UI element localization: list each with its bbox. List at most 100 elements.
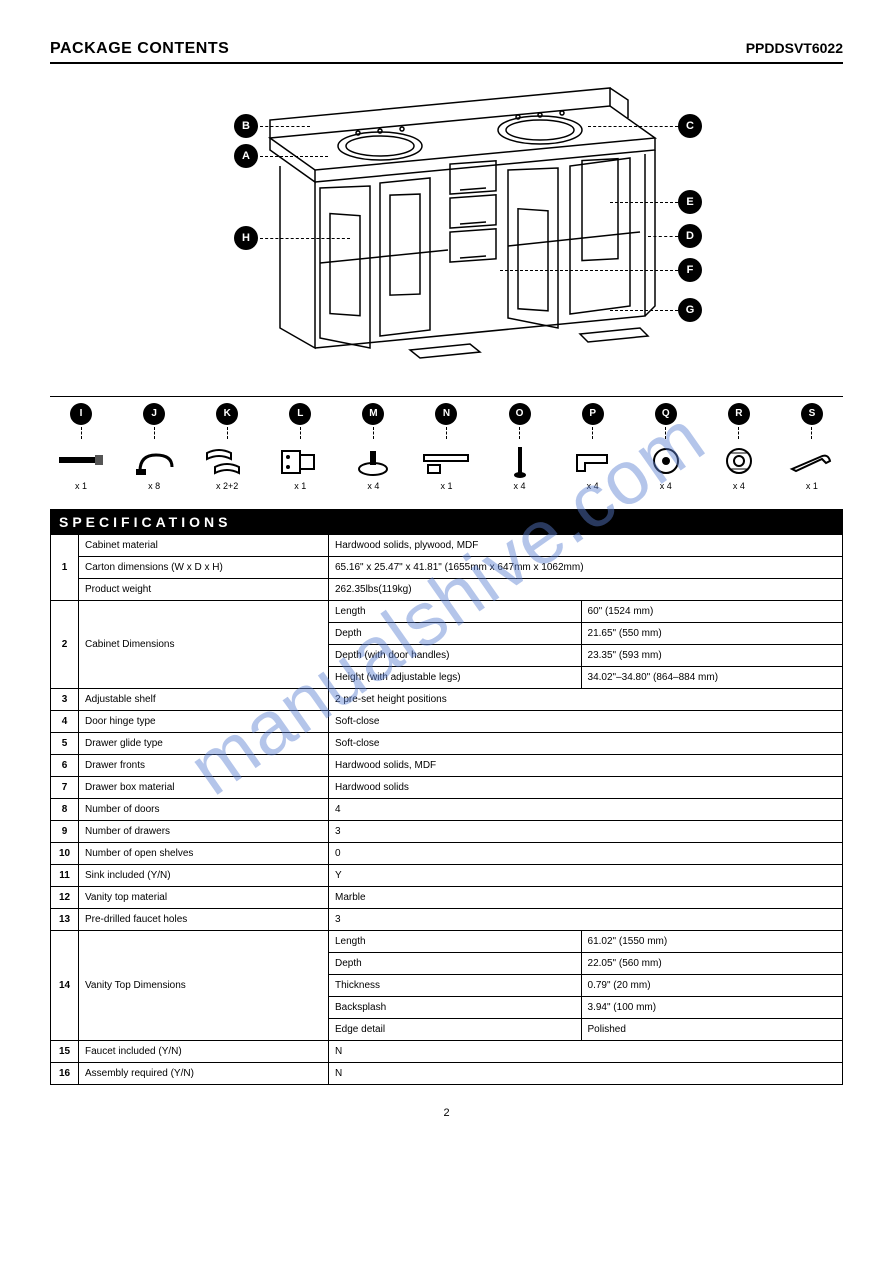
row-sublabel: Backsplash bbox=[329, 997, 582, 1019]
row-number: 15 bbox=[51, 1041, 79, 1063]
row-value: 3 bbox=[329, 909, 843, 931]
table-row: 8Number of doors4 bbox=[51, 799, 843, 821]
row-value: 3 bbox=[329, 821, 843, 843]
table-row: 6Drawer frontsHardwood solids, MDF bbox=[51, 755, 843, 777]
hardware-qty: x 4 bbox=[587, 481, 599, 491]
hardware-qty: x 1 bbox=[806, 481, 818, 491]
table-row: 1Cabinet materialHardwood solids, plywoo… bbox=[51, 535, 843, 557]
row-value: Soft-close bbox=[329, 733, 843, 755]
exploded-diagram: BAHCEDFG bbox=[50, 78, 843, 388]
hardware-row: Ix 1Jx 8Kx 2+2Lx 1Mx 4Nx 1Ox 4Px 4Qx 4Rx… bbox=[50, 396, 843, 491]
row-value: 262.35lbs(119kg) bbox=[329, 579, 843, 601]
row-label: Number of drawers bbox=[79, 821, 329, 843]
row-value: 34.02"–34.80" (864–884 mm) bbox=[581, 667, 842, 689]
hardware-qty: x 1 bbox=[75, 481, 87, 491]
hardware-qty: x 1 bbox=[440, 481, 452, 491]
hardware-icon bbox=[418, 443, 474, 479]
page-header: PACKAGE CONTENTS PPDDSVT6022 bbox=[50, 40, 843, 64]
hardware-item-o: Ox 4 bbox=[489, 403, 551, 491]
hardware-leader bbox=[81, 427, 82, 439]
row-value: 65.16" x 25.47" x 41.81" (1655mm x 647mm… bbox=[329, 557, 843, 579]
row-label: Assembly required (Y/N) bbox=[79, 1063, 329, 1085]
hardware-item-k: Kx 2+2 bbox=[196, 403, 258, 491]
hardware-icon bbox=[784, 443, 840, 479]
hardware-item-r: Rx 4 bbox=[708, 403, 770, 491]
row-label: Number of open shelves bbox=[79, 843, 329, 865]
table-row: 16Assembly required (Y/N)N bbox=[51, 1063, 843, 1085]
row-label: Cabinet material bbox=[79, 535, 329, 557]
row-sublabel: Edge detail bbox=[329, 1019, 582, 1041]
row-value: 0.79" (20 mm) bbox=[581, 975, 842, 997]
callout-line bbox=[588, 126, 678, 127]
callout-c: C bbox=[678, 114, 702, 138]
row-label: Vanity top material bbox=[79, 887, 329, 909]
hardware-qty: x 4 bbox=[660, 481, 672, 491]
hardware-item-m: Mx 4 bbox=[342, 403, 404, 491]
table-row: 9Number of drawers3 bbox=[51, 821, 843, 843]
callout-f: F bbox=[678, 258, 702, 282]
row-value: 2 pre-set height positions bbox=[329, 689, 843, 711]
hardware-label: R bbox=[728, 403, 750, 425]
hardware-leader bbox=[738, 427, 739, 439]
row-number: 2 bbox=[51, 601, 79, 689]
row-number: 12 bbox=[51, 887, 79, 909]
table-row: 15Faucet included (Y/N)N bbox=[51, 1041, 843, 1063]
table-row: 7Drawer box materialHardwood solids bbox=[51, 777, 843, 799]
table-header: SPECIFICATIONS bbox=[51, 510, 843, 535]
row-value: N bbox=[329, 1041, 843, 1063]
table-row: 4Door hinge typeSoft-close bbox=[51, 711, 843, 733]
row-number: 11 bbox=[51, 865, 79, 887]
hardware-leader bbox=[592, 427, 593, 439]
hardware-qty: x 8 bbox=[148, 481, 160, 491]
hardware-label: Q bbox=[655, 403, 677, 425]
row-label: Faucet included (Y/N) bbox=[79, 1041, 329, 1063]
row-number: 3 bbox=[51, 689, 79, 711]
row-value: 23.35" (593 mm) bbox=[581, 645, 842, 667]
hardware-label: P bbox=[582, 403, 604, 425]
hardware-qty: x 1 bbox=[294, 481, 306, 491]
row-sublabel: Depth bbox=[329, 623, 582, 645]
hardware-item-p: Px 4 bbox=[562, 403, 624, 491]
hardware-item-n: Nx 1 bbox=[415, 403, 477, 491]
table-row: 10Number of open shelves0 bbox=[51, 843, 843, 865]
hardware-icon bbox=[565, 443, 621, 479]
row-sublabel: Thickness bbox=[329, 975, 582, 997]
hardware-leader bbox=[811, 427, 812, 439]
callout-line bbox=[260, 238, 350, 239]
hardware-icon bbox=[272, 443, 328, 479]
hardware-label: J bbox=[143, 403, 165, 425]
row-value: Soft-close bbox=[329, 711, 843, 733]
table-row: 13Pre-drilled faucet holes3 bbox=[51, 909, 843, 931]
row-value: 0 bbox=[329, 843, 843, 865]
row-label: Drawer fronts bbox=[79, 755, 329, 777]
hardware-leader bbox=[519, 427, 520, 439]
callout-d: D bbox=[678, 224, 702, 248]
row-number: 6 bbox=[51, 755, 79, 777]
row-label: Adjustable shelf bbox=[79, 689, 329, 711]
row-value: 4 bbox=[329, 799, 843, 821]
model-number: PPDDSVT6022 bbox=[746, 40, 843, 56]
row-label: Number of doors bbox=[79, 799, 329, 821]
table-row: 11Sink included (Y/N)Y bbox=[51, 865, 843, 887]
hardware-icon bbox=[126, 443, 182, 479]
hardware-icon bbox=[199, 443, 255, 479]
hardware-label: I bbox=[70, 403, 92, 425]
hardware-label: M bbox=[362, 403, 384, 425]
row-sublabel: Depth (with door handles) bbox=[329, 645, 582, 667]
hardware-item-l: Lx 1 bbox=[269, 403, 331, 491]
callout-line bbox=[610, 310, 678, 311]
row-value: 60" (1524 mm) bbox=[581, 601, 842, 623]
row-number: 9 bbox=[51, 821, 79, 843]
table-row: 5Drawer glide typeSoft-close bbox=[51, 733, 843, 755]
page-number: 2 bbox=[50, 1107, 843, 1119]
callout-line bbox=[260, 156, 328, 157]
table-row: 14Vanity Top DimensionsLength61.02" (155… bbox=[51, 931, 843, 953]
row-value: N bbox=[329, 1063, 843, 1085]
row-sublabel: Height (with adjustable legs) bbox=[329, 667, 582, 689]
row-number: 14 bbox=[51, 931, 79, 1041]
specifications-table: SPECIFICATIONS 1Cabinet materialHardwood… bbox=[50, 509, 843, 1085]
row-number: 16 bbox=[51, 1063, 79, 1085]
callout-h: H bbox=[234, 226, 258, 250]
hardware-icon bbox=[638, 443, 694, 479]
hardware-leader bbox=[665, 427, 666, 439]
